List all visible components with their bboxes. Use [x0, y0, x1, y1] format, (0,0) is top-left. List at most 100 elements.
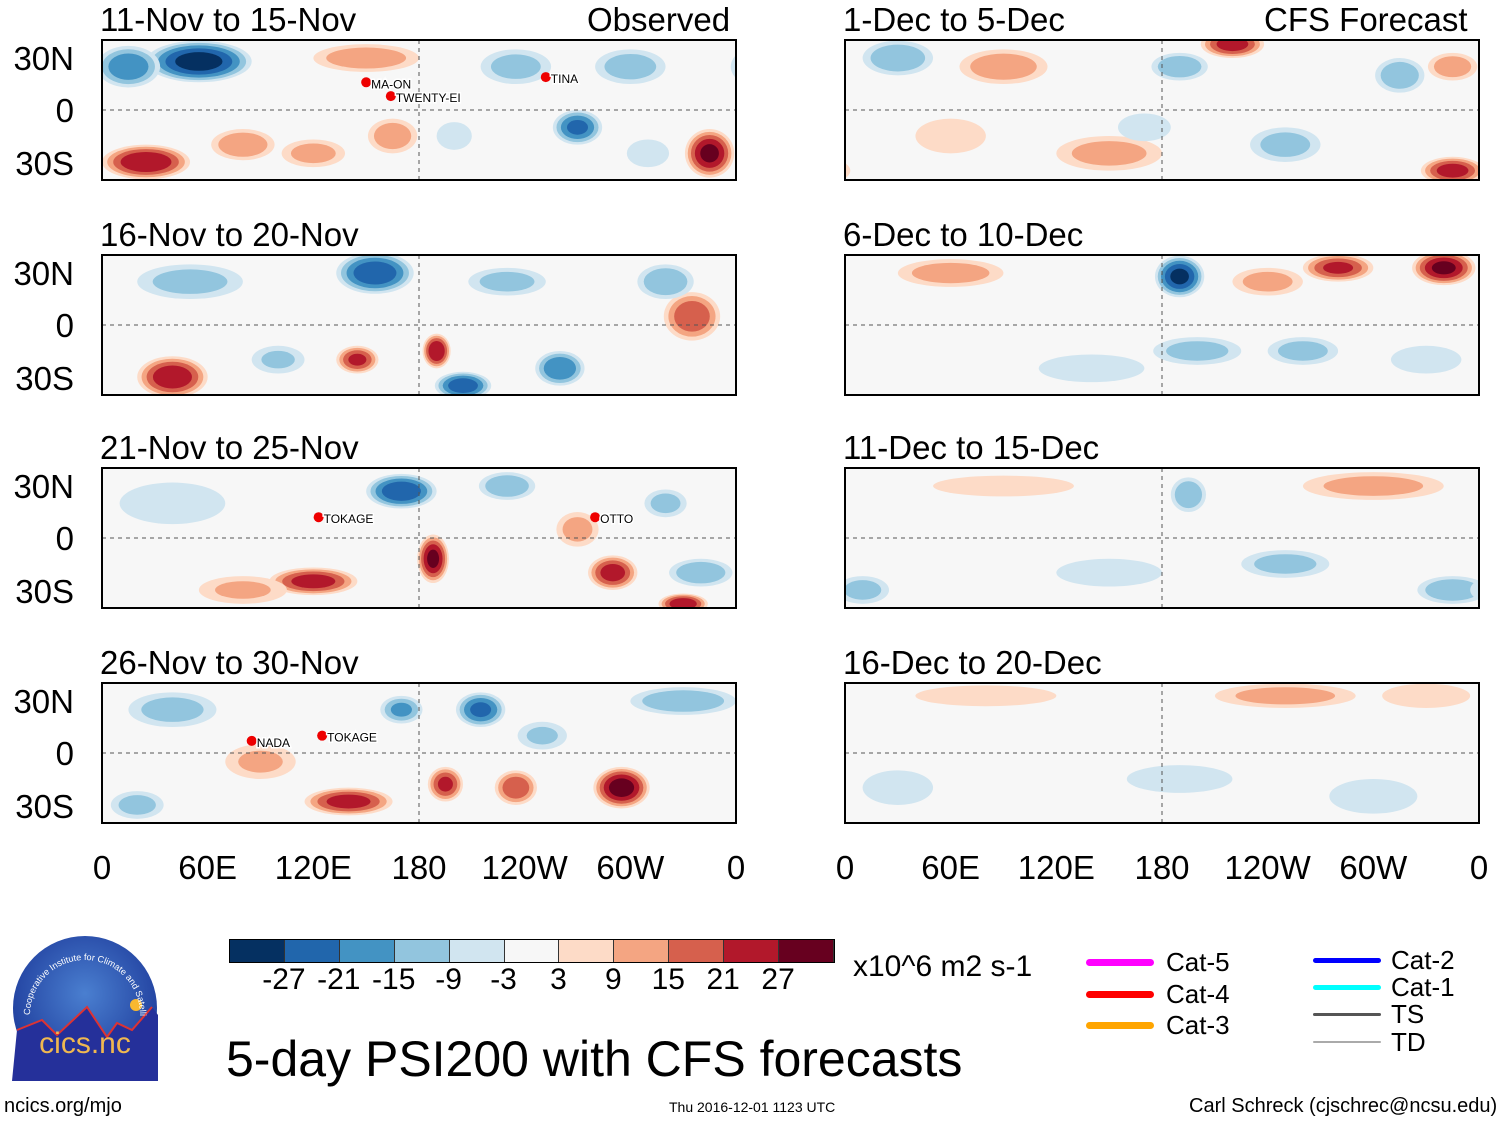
lat-tick-label: 30N — [13, 255, 74, 292]
legend-label: Cat-2 — [1391, 945, 1455, 975]
anomaly-contour — [141, 697, 204, 722]
lon-tick-label: 120W — [481, 849, 568, 886]
anomaly-contour — [845, 162, 851, 179]
lat-tick-label: 0 — [55, 735, 74, 772]
anomaly-contour — [970, 53, 1037, 80]
panel-title: 11-Dec to 15-Dec — [843, 429, 1100, 466]
lon-tick-label: 120W — [1224, 849, 1311, 886]
storm-label: OTTO — [600, 512, 633, 526]
lat-tick-label: 30N — [13, 40, 74, 77]
lat-tick-label: 0 — [55, 307, 74, 344]
storm-icon — [361, 77, 372, 88]
anomaly-contour — [870, 44, 926, 72]
anomaly-contour — [485, 475, 529, 497]
anomaly-contour — [118, 795, 156, 815]
lon-tick-label: 180 — [1134, 849, 1190, 886]
anomaly-contour — [152, 269, 228, 294]
lat-tick-label: 30S — [15, 145, 74, 182]
observed-label: Observed — [587, 1, 731, 38]
anomaly-contour — [215, 581, 271, 599]
anomaly-contour — [1242, 271, 1293, 292]
panel-title: 1-Dec to 5-Dec — [843, 1, 1065, 38]
anomaly-contour — [290, 143, 336, 164]
colorbar-swatch — [284, 940, 340, 962]
legend-label: Cat-4 — [1166, 979, 1230, 1009]
anomaly-contour — [120, 151, 172, 172]
map-panel — [844, 467, 1480, 609]
lon-tick-label: 0 — [835, 849, 855, 886]
legend-label: TS — [1391, 999, 1425, 1029]
anomaly-contour — [1470, 579, 1479, 601]
anomaly-contour — [291, 574, 336, 589]
map-panel — [844, 254, 1480, 396]
footer-url[interactable]: ncics.org/mjo — [4, 1095, 122, 1117]
anomaly-contour — [218, 132, 268, 157]
lat-tick-label: 0 — [55, 92, 74, 129]
lat-tick-label: 30S — [15, 788, 74, 825]
legend-swatch — [1086, 958, 1154, 966]
logo-text: cics.nc — [39, 1027, 131, 1060]
colorbar-label: -3 — [490, 963, 517, 996]
lat-tick-label: 30N — [13, 683, 74, 720]
panel-title: 6-Dec to 10-Dec — [843, 216, 1084, 253]
map-panel: TOKAGE OTTO — [101, 467, 737, 609]
colorbar-swatch — [669, 940, 725, 962]
lon-tick-label: 180 — [391, 849, 447, 886]
anomaly-contour — [1235, 687, 1336, 705]
map-panel — [101, 254, 737, 396]
colorbar-label: -27 — [262, 963, 306, 996]
lon-tick-label: 120E — [1017, 849, 1095, 886]
legend-label: Cat-5 — [1166, 947, 1230, 977]
map-panel — [844, 682, 1480, 824]
colorbar-swatch — [559, 940, 615, 962]
anomaly-contour — [566, 119, 589, 135]
colorbar-label: 27 — [761, 963, 795, 996]
anomaly-contour — [1174, 481, 1203, 509]
anomaly-contour — [626, 139, 670, 168]
footer-author: Carl Schreck (cjschrec@ncsu.edu) — [1189, 1095, 1498, 1117]
anomaly-contour — [437, 776, 453, 792]
lon-tick-label: 60E — [178, 849, 238, 886]
anomaly-contour — [915, 685, 1057, 707]
storm-icon — [540, 72, 551, 83]
colorbar-swatch — [339, 940, 395, 962]
legend-swatch — [1086, 990, 1154, 998]
anomaly-contour — [175, 52, 223, 71]
colorbar-swatch — [449, 940, 505, 962]
anomaly-contour — [1390, 345, 1462, 374]
legend-label: Cat-3 — [1166, 1010, 1230, 1040]
colorbar-swatch — [394, 940, 450, 962]
anomaly-contour — [911, 262, 990, 284]
anomaly-contour — [326, 794, 371, 809]
storm-icon — [246, 735, 257, 746]
colorbar-label: -21 — [317, 963, 361, 996]
anomaly-contour — [326, 47, 407, 69]
anomaly-contour — [1056, 558, 1162, 587]
lat-tick-label: 0 — [55, 520, 74, 557]
anomaly-contour — [862, 770, 934, 805]
lon-tick-label: 60E — [921, 849, 981, 886]
panel-title: 26-Nov to 30-Nov — [100, 644, 359, 681]
anomaly-contour — [1425, 579, 1479, 601]
panel-frame — [101, 467, 737, 609]
anomaly-contour — [1380, 61, 1419, 89]
colorbar-swatch — [724, 940, 780, 962]
anomaly-contour — [373, 122, 412, 150]
panel-frame — [101, 39, 737, 181]
legend-swatch — [1086, 1021, 1154, 1029]
anomaly-contour — [1038, 354, 1145, 383]
anomaly-contour — [650, 493, 681, 514]
colorbar-label: 3 — [550, 963, 567, 996]
anomaly-contour — [608, 778, 635, 797]
lon-tick-label: 60W — [596, 849, 665, 886]
legend-swatch — [1313, 1012, 1381, 1016]
panel-frame — [844, 254, 1480, 396]
colorbar-swatch — [614, 940, 670, 962]
anomaly-contour — [436, 122, 472, 150]
storm-label: TOKAGE — [324, 512, 374, 526]
colorbar-swatch — [779, 940, 834, 962]
anomaly-contour — [526, 726, 558, 745]
colorbar-label: 9 — [605, 963, 622, 996]
legend-swatch — [1313, 984, 1381, 990]
